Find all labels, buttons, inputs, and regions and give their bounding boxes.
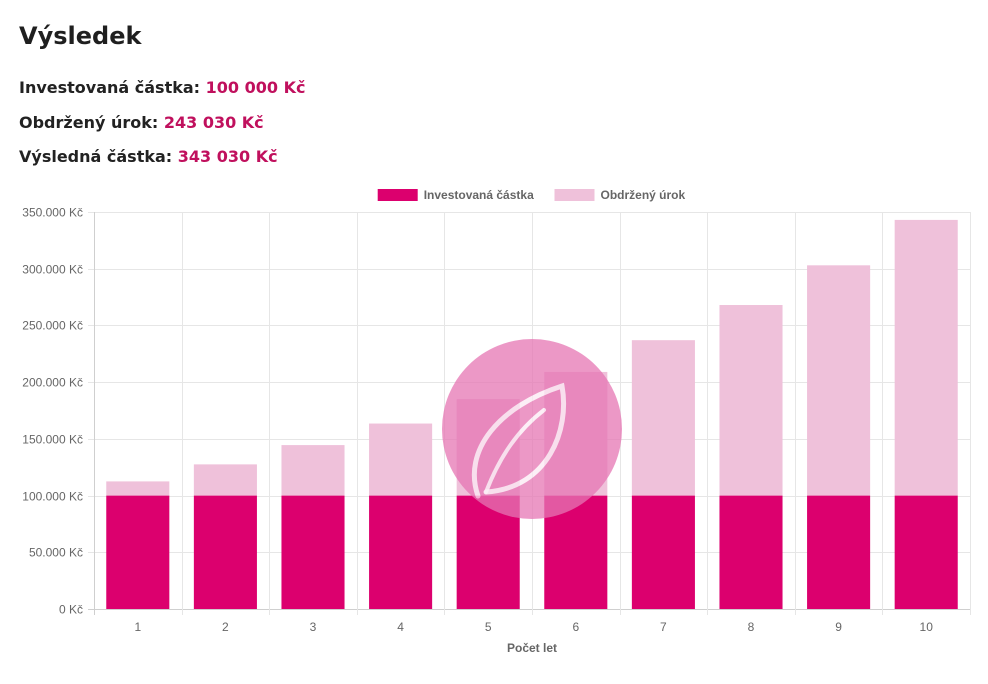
bar-interest[interactable] xyxy=(719,305,783,496)
bar-invested[interactable] xyxy=(807,495,871,609)
bar-interest[interactable] xyxy=(894,219,958,496)
x-tick-label: 2 xyxy=(222,620,229,634)
y-tick-label: 100.000 Kč xyxy=(22,490,83,504)
final-amount-value: 343 030 Kč xyxy=(177,147,278,166)
invested-amount-row: Investovaná částka: 100 000 Kč xyxy=(19,78,305,97)
y-tick-label: 300.000 Kč xyxy=(22,263,83,277)
x-tick-label: 6 xyxy=(572,620,579,634)
legend-swatch-interest[interactable] xyxy=(554,189,595,201)
bar-interest[interactable] xyxy=(807,265,871,496)
bar-invested[interactable] xyxy=(106,495,170,609)
legend-swatch-invested[interactable] xyxy=(377,189,418,201)
received-interest-row: Obdržený úrok: 243 030 Kč xyxy=(19,113,264,132)
bar-invested[interactable] xyxy=(193,495,257,609)
bar-interest[interactable] xyxy=(631,340,695,496)
x-tick-label: 8 xyxy=(748,620,755,634)
bar-invested[interactable] xyxy=(719,495,783,609)
bar-interest[interactable] xyxy=(281,445,345,496)
y-tick-label: 350.000 Kč xyxy=(22,206,83,220)
legend-label-invested[interactable]: Investovaná částka xyxy=(424,188,534,202)
legend-label-interest[interactable]: Obdržený úrok xyxy=(601,188,686,202)
chart-legend: Investovaná částka Obdržený úrok xyxy=(377,188,686,202)
x-tick-label: 3 xyxy=(310,620,317,634)
final-amount-label: Výsledná částka: xyxy=(19,147,173,166)
x-axis: 1 2 3 4 5 6 7 8 9 10 xyxy=(134,620,933,634)
bar-interest[interactable] xyxy=(369,423,433,496)
x-tick-label: 5 xyxy=(485,620,492,634)
x-tick-label: 9 xyxy=(835,620,842,634)
x-tick-label: 10 xyxy=(920,620,934,634)
y-tick-label: 150.000 Kč xyxy=(22,433,83,447)
y-tick-label: 0 Kč xyxy=(59,603,83,617)
x-tick-label: 1 xyxy=(134,620,141,634)
y-tick-label: 200.000 Kč xyxy=(22,376,83,390)
leaf-logo-icon xyxy=(442,339,622,519)
invested-amount-label: Investovaná částka: xyxy=(19,78,201,97)
y-tick-label: 250.000 Kč xyxy=(22,319,83,333)
x-axis-title: Počet let xyxy=(507,641,557,655)
received-interest-value: 243 030 Kč xyxy=(163,113,264,132)
bar-invested[interactable] xyxy=(631,495,695,609)
y-axis: 0 Kč 50.000 Kč 100.000 Kč 150.000 Kč 200.000… xyxy=(22,206,83,617)
bar-invested[interactable] xyxy=(894,495,958,609)
invested-amount-value: 100 000 Kč xyxy=(205,78,306,97)
x-tick-label: 7 xyxy=(660,620,667,634)
final-amount-row: Výsledná částka: 343 030 Kč xyxy=(19,147,278,166)
bar-interest[interactable] xyxy=(193,464,257,496)
x-tick-label: 4 xyxy=(397,620,404,634)
bar-invested[interactable] xyxy=(369,495,433,609)
bar-invested[interactable] xyxy=(281,495,345,609)
bar-interest[interactable] xyxy=(106,481,170,496)
received-interest-label: Obdržený úrok: xyxy=(19,113,159,132)
y-tick-label: 50.000 Kč xyxy=(29,546,83,560)
result-title: Výsledek xyxy=(19,22,142,50)
